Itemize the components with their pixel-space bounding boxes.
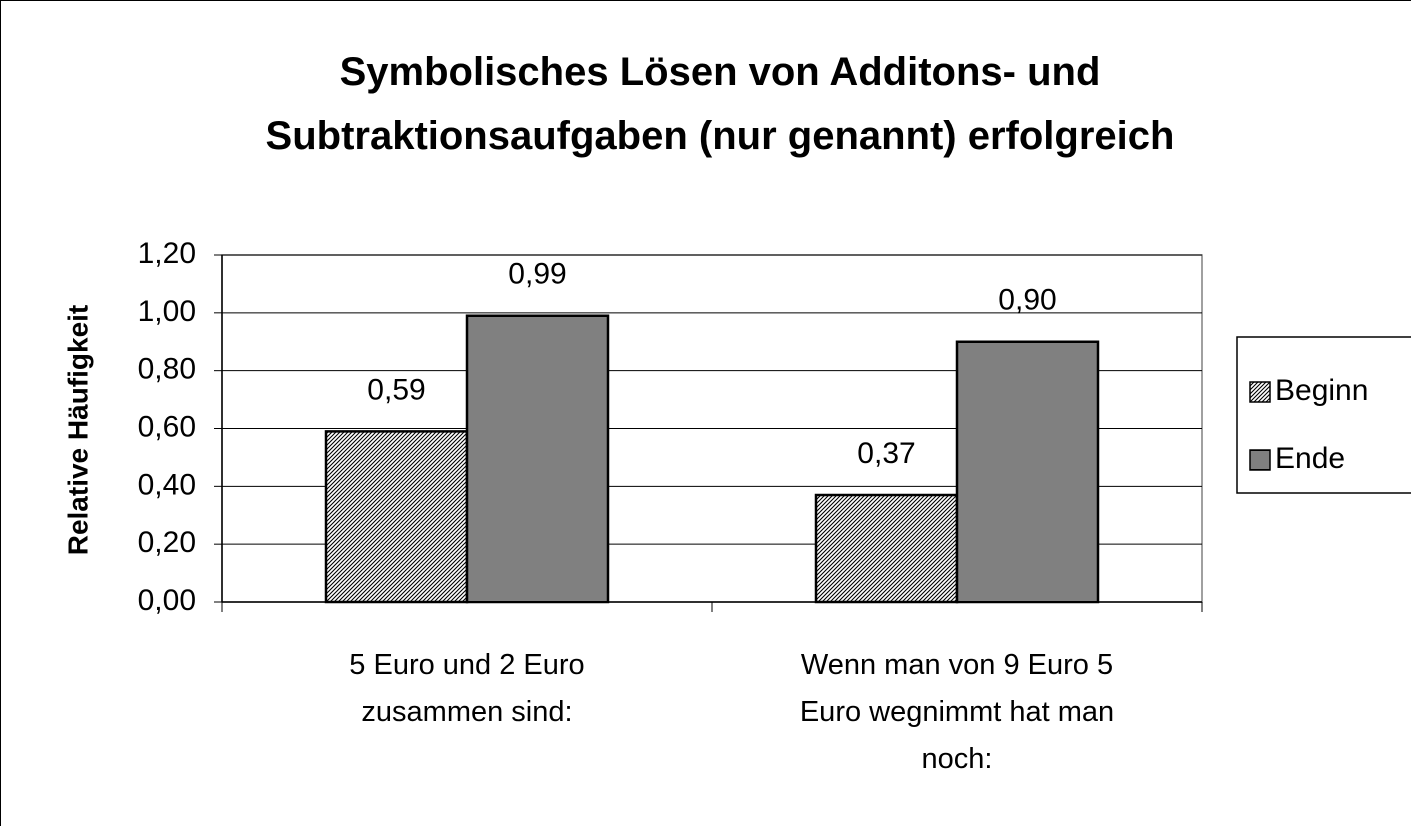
- bar: [955, 340, 1100, 604]
- y-tick-label: 1,20: [138, 237, 196, 270]
- y-tick-label: 0,00: [138, 584, 196, 617]
- bar: [814, 493, 959, 604]
- legend-label: Ende: [1275, 442, 1345, 475]
- x-tick-label: 5 Euro und 2 Euro zusammen sind:: [349, 649, 585, 728]
- bar: [324, 430, 469, 604]
- legend-label: Beginn: [1275, 374, 1368, 407]
- y-tick-label: 0,20: [138, 526, 196, 559]
- y-tick-label: 0,80: [138, 353, 196, 386]
- data-label: 0,37: [857, 437, 915, 470]
- bar: [465, 314, 610, 604]
- y-tick-label: 1,00: [138, 295, 196, 328]
- data-label: 0,90: [998, 284, 1056, 317]
- data-label: 0,99: [508, 258, 566, 291]
- legend-swatch: [1249, 449, 1271, 471]
- y-tick-label: 0,60: [138, 410, 196, 443]
- x-tick-label: Wenn man von 9 Euro 5 Euro wegnimmt hat …: [799, 649, 1115, 775]
- y-axis-title: Relative Häufigkeit: [62, 305, 93, 556]
- chart-title: Symbolisches Lösen von Additons- und Sub…: [265, 50, 1175, 158]
- data-label: 0,59: [367, 373, 425, 406]
- legend-swatch: [1249, 381, 1271, 403]
- y-tick-label: 0,40: [138, 468, 196, 501]
